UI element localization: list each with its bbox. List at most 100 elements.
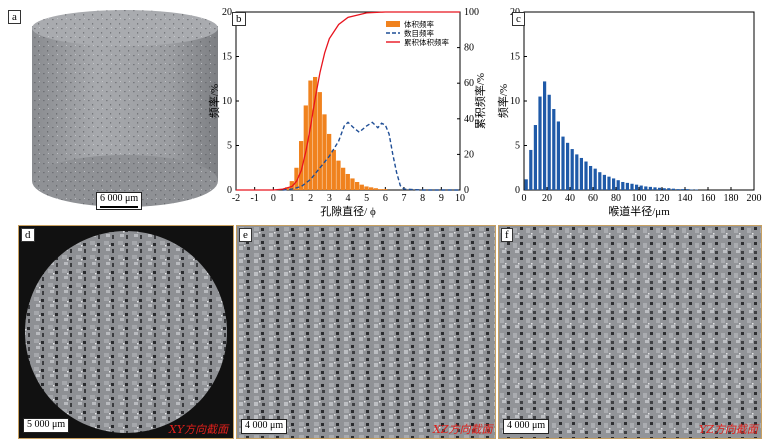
y-right-tick-label: 0 [464,185,469,196]
y-tick-label: 10 [510,96,520,107]
throat-frequency-bar [630,183,634,190]
volume-frequency-bar [350,178,355,190]
pore-chart-text: -2 -1 0 1 2 3 4 5 6 7 8 9 1005101520020406080100孔隙直径… [207,7,487,218]
scale-bar-e: 4 000 μm [241,419,288,434]
throat-frequency-bar [589,165,593,190]
volume-frequency-bar [299,141,304,190]
throat-frequency-bar [593,168,597,190]
panel-b-label: b [232,12,246,26]
x-tick-label: 3 [327,193,332,204]
throat-frequency-bar [653,187,657,190]
throat-frequency-bar [635,184,639,190]
x-tick-label: -1 [250,193,258,204]
x-tick-label: 2 [308,193,313,204]
yz-section-image [499,226,761,438]
xy-section-image [25,231,227,433]
x-tick-label: 80 [611,193,621,204]
volume-frequency-bar [313,76,318,190]
x-tick-label: 40 [565,193,575,204]
panel-f-label: f [501,228,513,242]
volume-frequency-bar [336,160,341,190]
y-tick-label: 0 [515,185,520,196]
xz-section-image [237,226,495,438]
throat-frequency-bar [602,174,606,190]
y-axis-label: 频率/% [496,84,510,118]
x-tick-label: 60 [588,193,598,204]
y-right-tick-label: 80 [464,43,474,54]
x-tick-label: 100 [632,193,647,204]
scale-bar-e-text: 4 000 μm [245,420,284,431]
volume-frequency-bar [289,181,294,190]
y-tick-label: 15 [510,52,520,63]
panel-f: f 4 000 μm YZ方向截面 [498,225,762,439]
volume-frequency-bar [341,167,346,190]
x-tick-label: 6 [383,193,388,204]
panel-d: d 5 000 μm XY方向截面 [18,225,234,439]
throat-frequency-bar [566,142,570,190]
volume-frequency-bars [285,76,388,190]
x-tick-label: 0 [522,193,527,204]
number-frequency-line [282,121,460,191]
volume-frequency-bar [303,105,308,190]
y-right-tick-label: 60 [464,78,474,89]
scale-bar-a-line [100,206,139,208]
throat-frequency-bar [671,188,675,190]
throat-radius-chart: 02040608010012014016018020005101520喉道半径/… [496,7,762,218]
x-tick-label: 0 [271,193,276,204]
throat-frequency-bar [570,149,574,190]
scale-bar-d: 5 000 μm [23,418,70,433]
x-tick-label: 1 [290,193,295,204]
throat-frequency-bar [612,178,616,190]
x-tick-label: 7 [402,193,407,204]
volume-frequency-bar [378,189,383,190]
throat-frequency-bar [658,187,662,190]
panel-c-label: c [512,12,525,26]
x-tick-label: 10 [455,193,465,204]
throat-frequency-bar [644,186,648,190]
panel-a: a 6 000 μm [6,8,218,211]
y-tick-label: 20 [222,7,232,18]
throat-frequency-bar [561,136,565,190]
scale-bar-f: 4 000 μm [503,419,550,434]
x-tick-label: 180 [724,193,739,204]
volume-frequency-bar [383,189,388,190]
volume-frequency-bar [308,80,313,190]
throat-frequency-bar [685,189,689,190]
throat-frequency-bar [681,189,685,190]
throat-frequency-bar [584,161,588,190]
throat-frequency-bar [662,188,666,190]
throat-frequency-bar [616,180,620,190]
panel-a-label: a [8,10,21,24]
panel-d-label: d [21,228,35,242]
volume-frequency-bar [355,181,360,190]
x-tick-label: 120 [655,193,670,204]
x-tick-label: 20 [542,193,552,204]
volume-frequency-bar [373,188,378,190]
y-tick-label: 5 [227,141,232,152]
legend-entry: 累积体积频率 [404,37,449,47]
legend-swatch-volume [386,21,400,27]
throat-frequency-bar [667,188,671,190]
y-right-tick-label: 20 [464,149,474,160]
volume-frequency-bar [294,167,299,190]
throat-frequency-bar [533,125,537,190]
panel-b: -2 -1 0 1 2 3 4 5 6 7 8 9 10 0 5 10 15 20 0 20 40 60 80 100 孔隙直径… [206,2,488,224]
throat-frequency-bar [621,181,625,190]
throat-frequency-bar [676,189,680,190]
volume-frequency-bar [364,186,369,190]
y-right-axis-label: 累积频率/% [473,73,487,129]
volume-frequency-bar [285,187,290,190]
volume-frequency-bar [327,133,332,190]
scale-bar-d-text: 5 000 μm [27,419,66,430]
x-tick-label: 140 [678,193,693,204]
throat-frequency-bar [598,172,602,190]
x-tick-label: 200 [747,193,762,204]
x-tick-label: 160 [701,193,716,204]
throat-frequency-bar [538,96,542,190]
scale-bar-f-text: 4 000 μm [507,420,546,431]
scale-bar-a: 6 000 μm [96,192,143,210]
throat-frequency-bar [529,149,533,190]
throat-frequency-bar [524,179,528,190]
y-right-tick-label: 100 [464,7,479,18]
cumulative-volume-line [236,11,460,191]
